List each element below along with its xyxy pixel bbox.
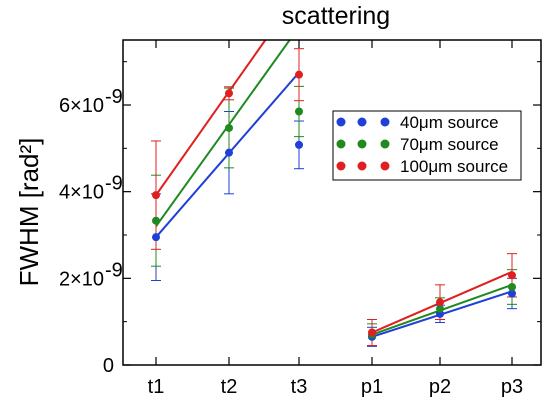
legend-marker-1-0 (336, 139, 346, 149)
data-point-s1-4 (436, 304, 444, 313)
legend-marker-2-2 (380, 161, 390, 171)
data-point-s1-2 (295, 107, 303, 116)
x-tick-label-4: p2 (429, 376, 451, 398)
data-point-s2-3 (368, 328, 376, 337)
x-tick-label-0: t1 (148, 376, 165, 398)
legend-label-0: 40μm source (400, 113, 499, 132)
y-tick-exponent-3: -9 (105, 86, 123, 108)
x-tick-label-1: t2 (221, 376, 238, 398)
axes: 02×10 -94×10 -96×10 -9t1 t2 t3 p1 p2 p3 (59, 40, 541, 398)
legend-marker-0-0 (336, 117, 346, 127)
y-tick-label-0: 0 (103, 355, 114, 377)
plot-frame (122, 39, 542, 366)
data-point-s2-4 (436, 298, 444, 307)
y-axis-title: FWHM [rad²] (14, 138, 44, 287)
legend-marker-1-2 (380, 139, 390, 149)
data-point-s1-5 (508, 283, 516, 291)
x-tick-label-3: p1 (361, 376, 383, 398)
y-tick-label-3: 6×10 (59, 95, 104, 117)
legend-label-2: 100μm source (400, 157, 508, 176)
legend-label-1: 70μm source (400, 135, 499, 154)
data-point-s1-1 (225, 123, 233, 132)
data-point-s0-0 (152, 233, 160, 242)
y-tick-label-2: 4×10 (59, 182, 104, 204)
y-tick-exponent-2: -9 (105, 173, 123, 195)
y-tick-exponent-1: -9 (105, 259, 123, 281)
plot-area (151, 40, 517, 347)
data-point-s0-1 (225, 148, 233, 157)
x-tick-label-2: t3 (291, 376, 308, 398)
legend-marker-1-1 (357, 139, 367, 149)
data-point-s2-0 (152, 191, 160, 200)
legend-marker-2-1 (357, 161, 367, 171)
plot-clip-group (151, 40, 517, 347)
data-point-s1-0 (152, 216, 160, 225)
data-point-s2-5 (508, 271, 516, 280)
data-point-s2-1 (225, 89, 233, 98)
legend-marker-2-0 (336, 161, 346, 171)
x-tick-label-5: p3 (501, 376, 523, 398)
legend: 40μm source 70μm source 100μm source (332, 110, 522, 181)
data-point-s0-5 (508, 289, 516, 298)
legend-marker-0-1 (357, 117, 367, 127)
y-tick-label-1: 2×10 (59, 268, 104, 290)
data-point-s0-2 (295, 140, 303, 149)
legend-marker-0-2 (380, 117, 390, 127)
chart-title: scattering (282, 2, 390, 30)
data-point-s2-2 (295, 70, 303, 79)
